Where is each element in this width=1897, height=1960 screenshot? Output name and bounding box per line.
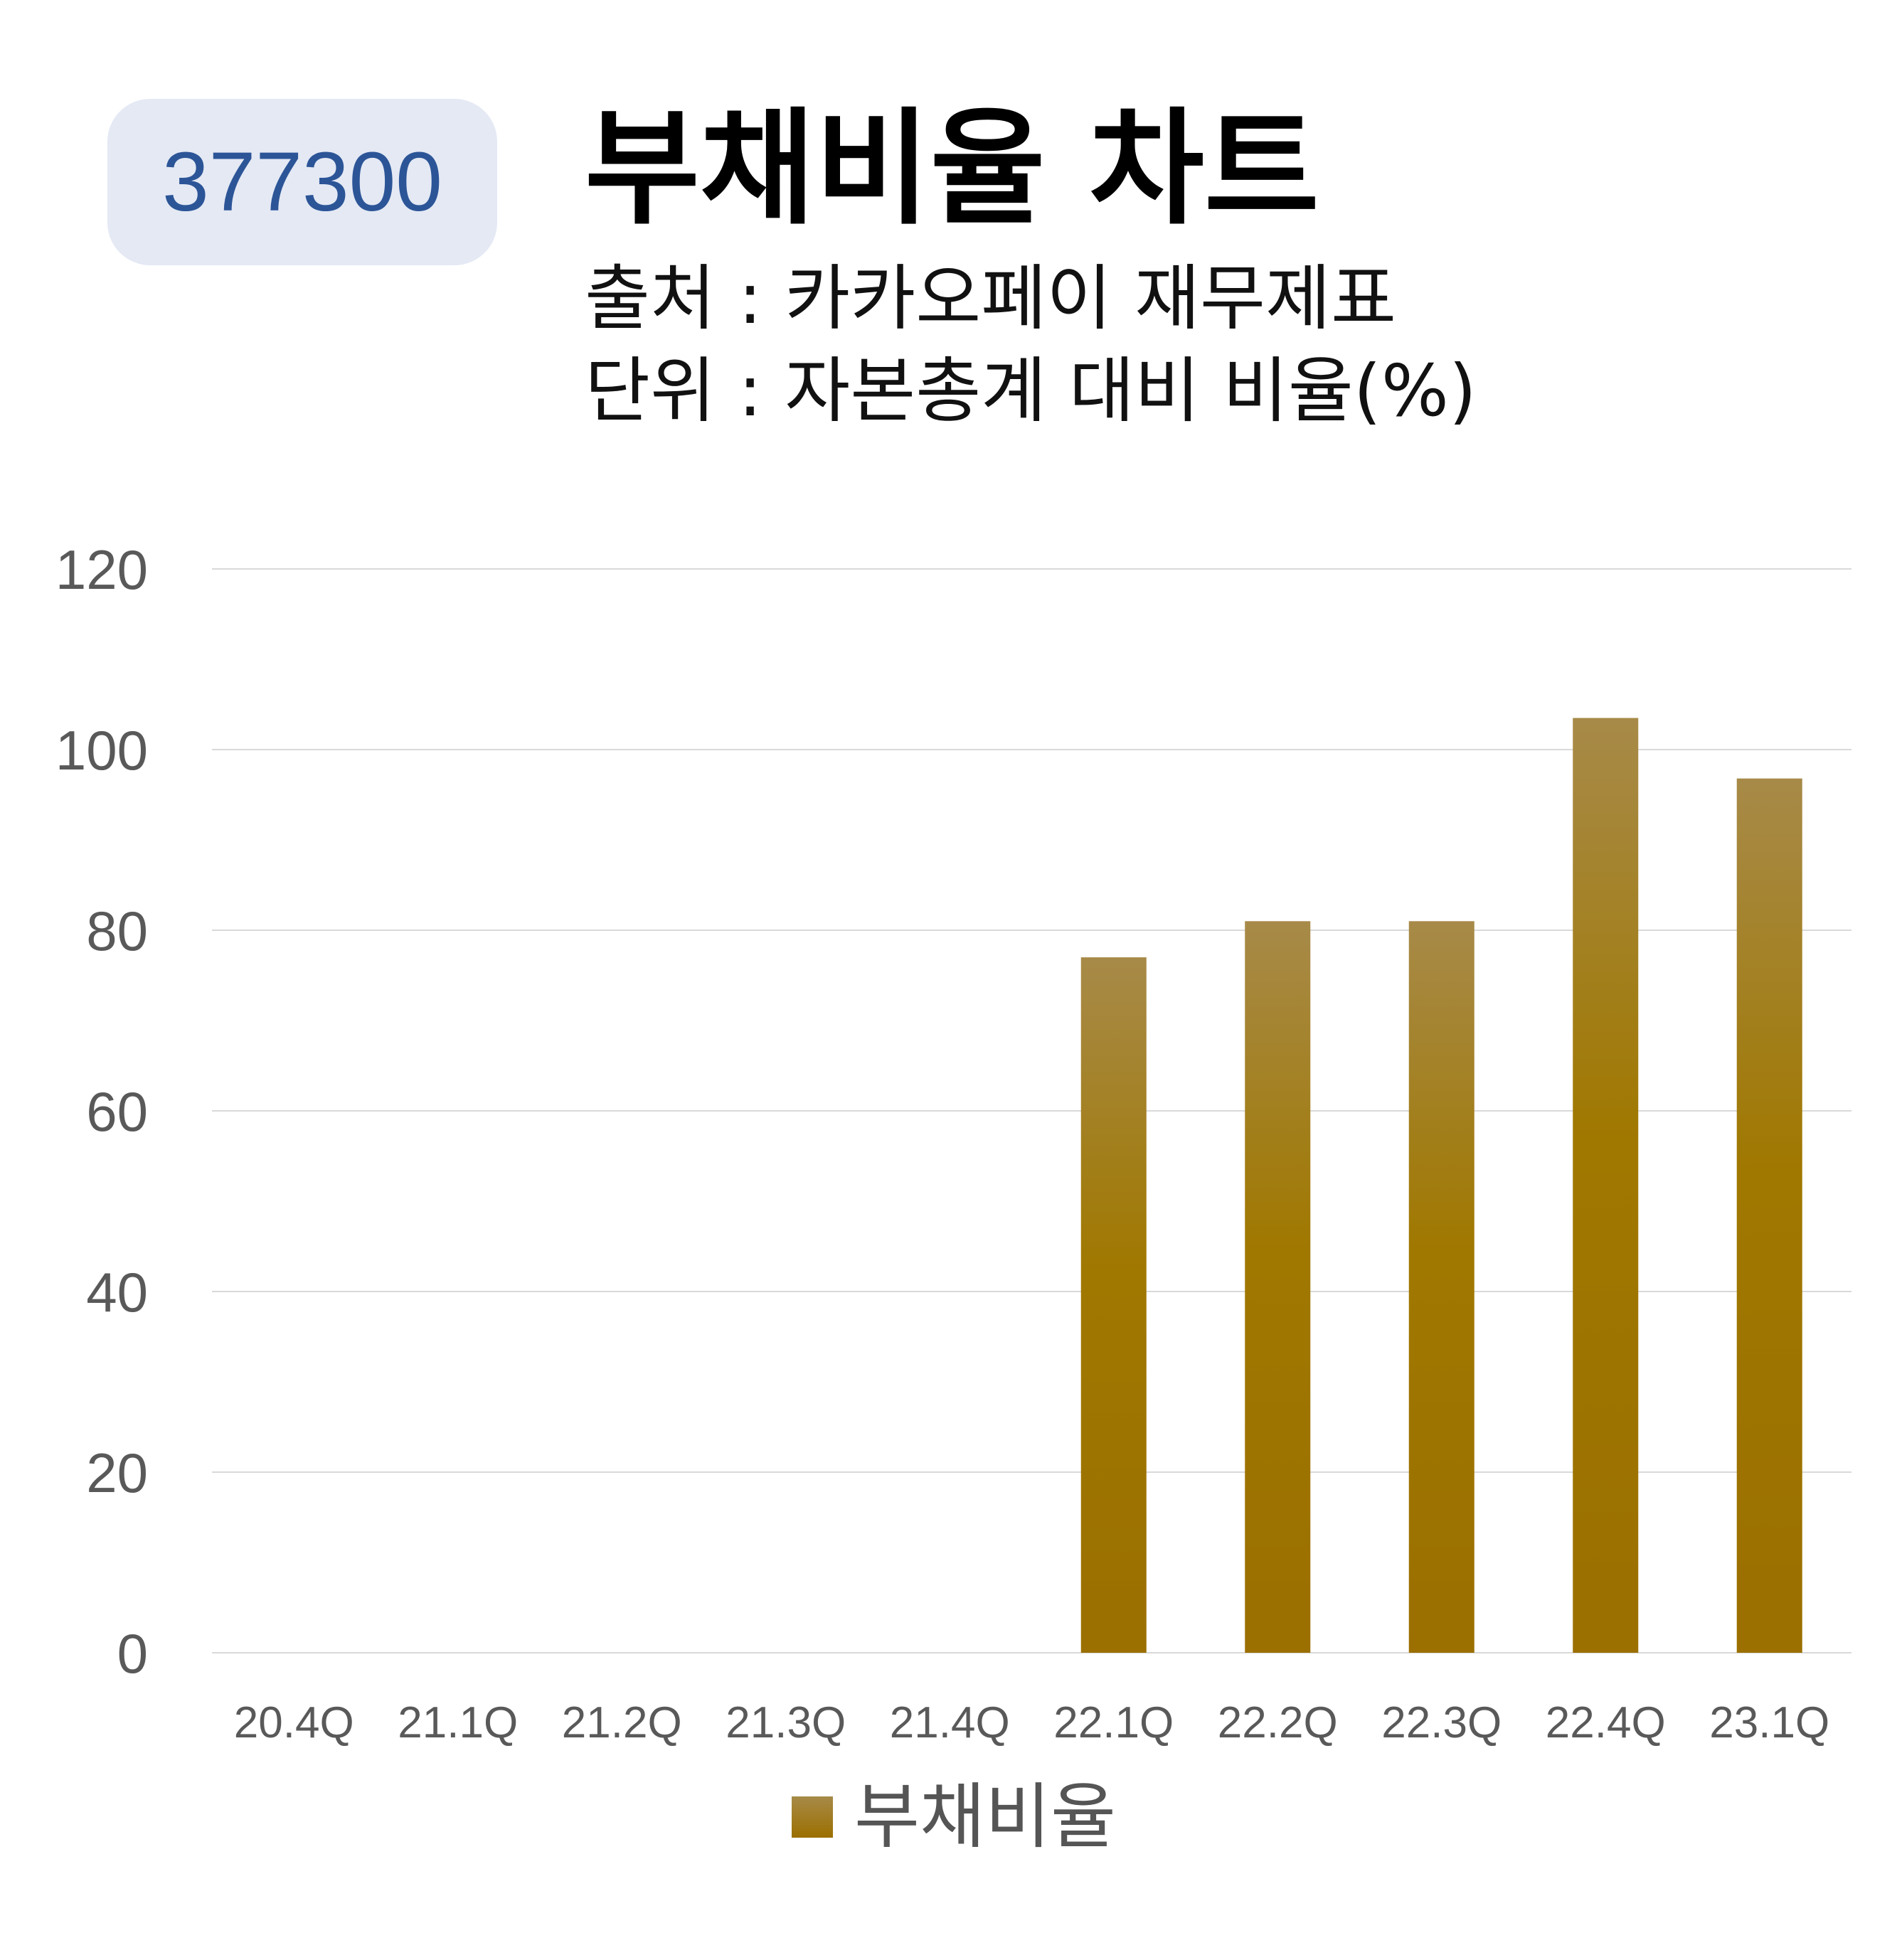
y-tick-label: 40: [86, 1261, 148, 1323]
source-note: 출처 : 카카오페이 재무제표: [585, 257, 1397, 340]
y-tick-label: 20: [86, 1442, 148, 1504]
x-tick-label: 22.2Q: [1218, 1698, 1338, 1747]
bars: [1080, 718, 1802, 1653]
x-tick-label: 21.1Q: [398, 1698, 518, 1747]
y-tick-label: 120: [55, 538, 148, 601]
legend-label: 부채비율: [854, 1775, 1116, 1858]
x-tick-label: 22.3Q: [1381, 1698, 1502, 1747]
stock-code-badge: 377300: [107, 99, 497, 265]
gridlines: [212, 568, 1851, 1653]
legend-swatch: [792, 1796, 833, 1838]
x-tick-label: 22.1Q: [1053, 1698, 1174, 1747]
x-tick-label: 21.2Q: [562, 1698, 682, 1747]
unit-note: 단위 : 자본총계 대비 비율(%): [585, 349, 1477, 432]
y-axis-ticks: 0 20 40 60 80 100 120: [55, 538, 148, 1685]
x-tick-label: 21.4Q: [890, 1698, 1010, 1747]
bar-22.4Q: [1573, 718, 1639, 1653]
chart-title: 부채비율 차트: [585, 96, 1319, 242]
x-axis-ticks: 20.4Q 21.1Q 21.2Q 21.3Q 21.4Q 22.1Q 22.2Q 22.3Q…: [234, 1698, 1829, 1747]
x-tick-label: 21.3Q: [726, 1698, 846, 1747]
x-tick-label: 23.1Q: [1709, 1698, 1829, 1747]
bar-23.1Q: [1736, 778, 1802, 1653]
y-tick-label: 80: [86, 900, 148, 962]
legend: 부채비율: [792, 1781, 1116, 1853]
bar-22.1Q: [1080, 957, 1147, 1653]
bar-22.3Q: [1408, 921, 1474, 1653]
stock-code: 377300: [162, 135, 442, 229]
y-tick-label: 0: [117, 1622, 148, 1685]
bar-22.2Q: [1245, 921, 1311, 1653]
x-tick-label: 22.4Q: [1546, 1698, 1666, 1747]
y-tick-label: 60: [86, 1080, 148, 1143]
y-tick-label: 100: [55, 719, 148, 782]
x-tick-label: 20.4Q: [234, 1698, 354, 1747]
